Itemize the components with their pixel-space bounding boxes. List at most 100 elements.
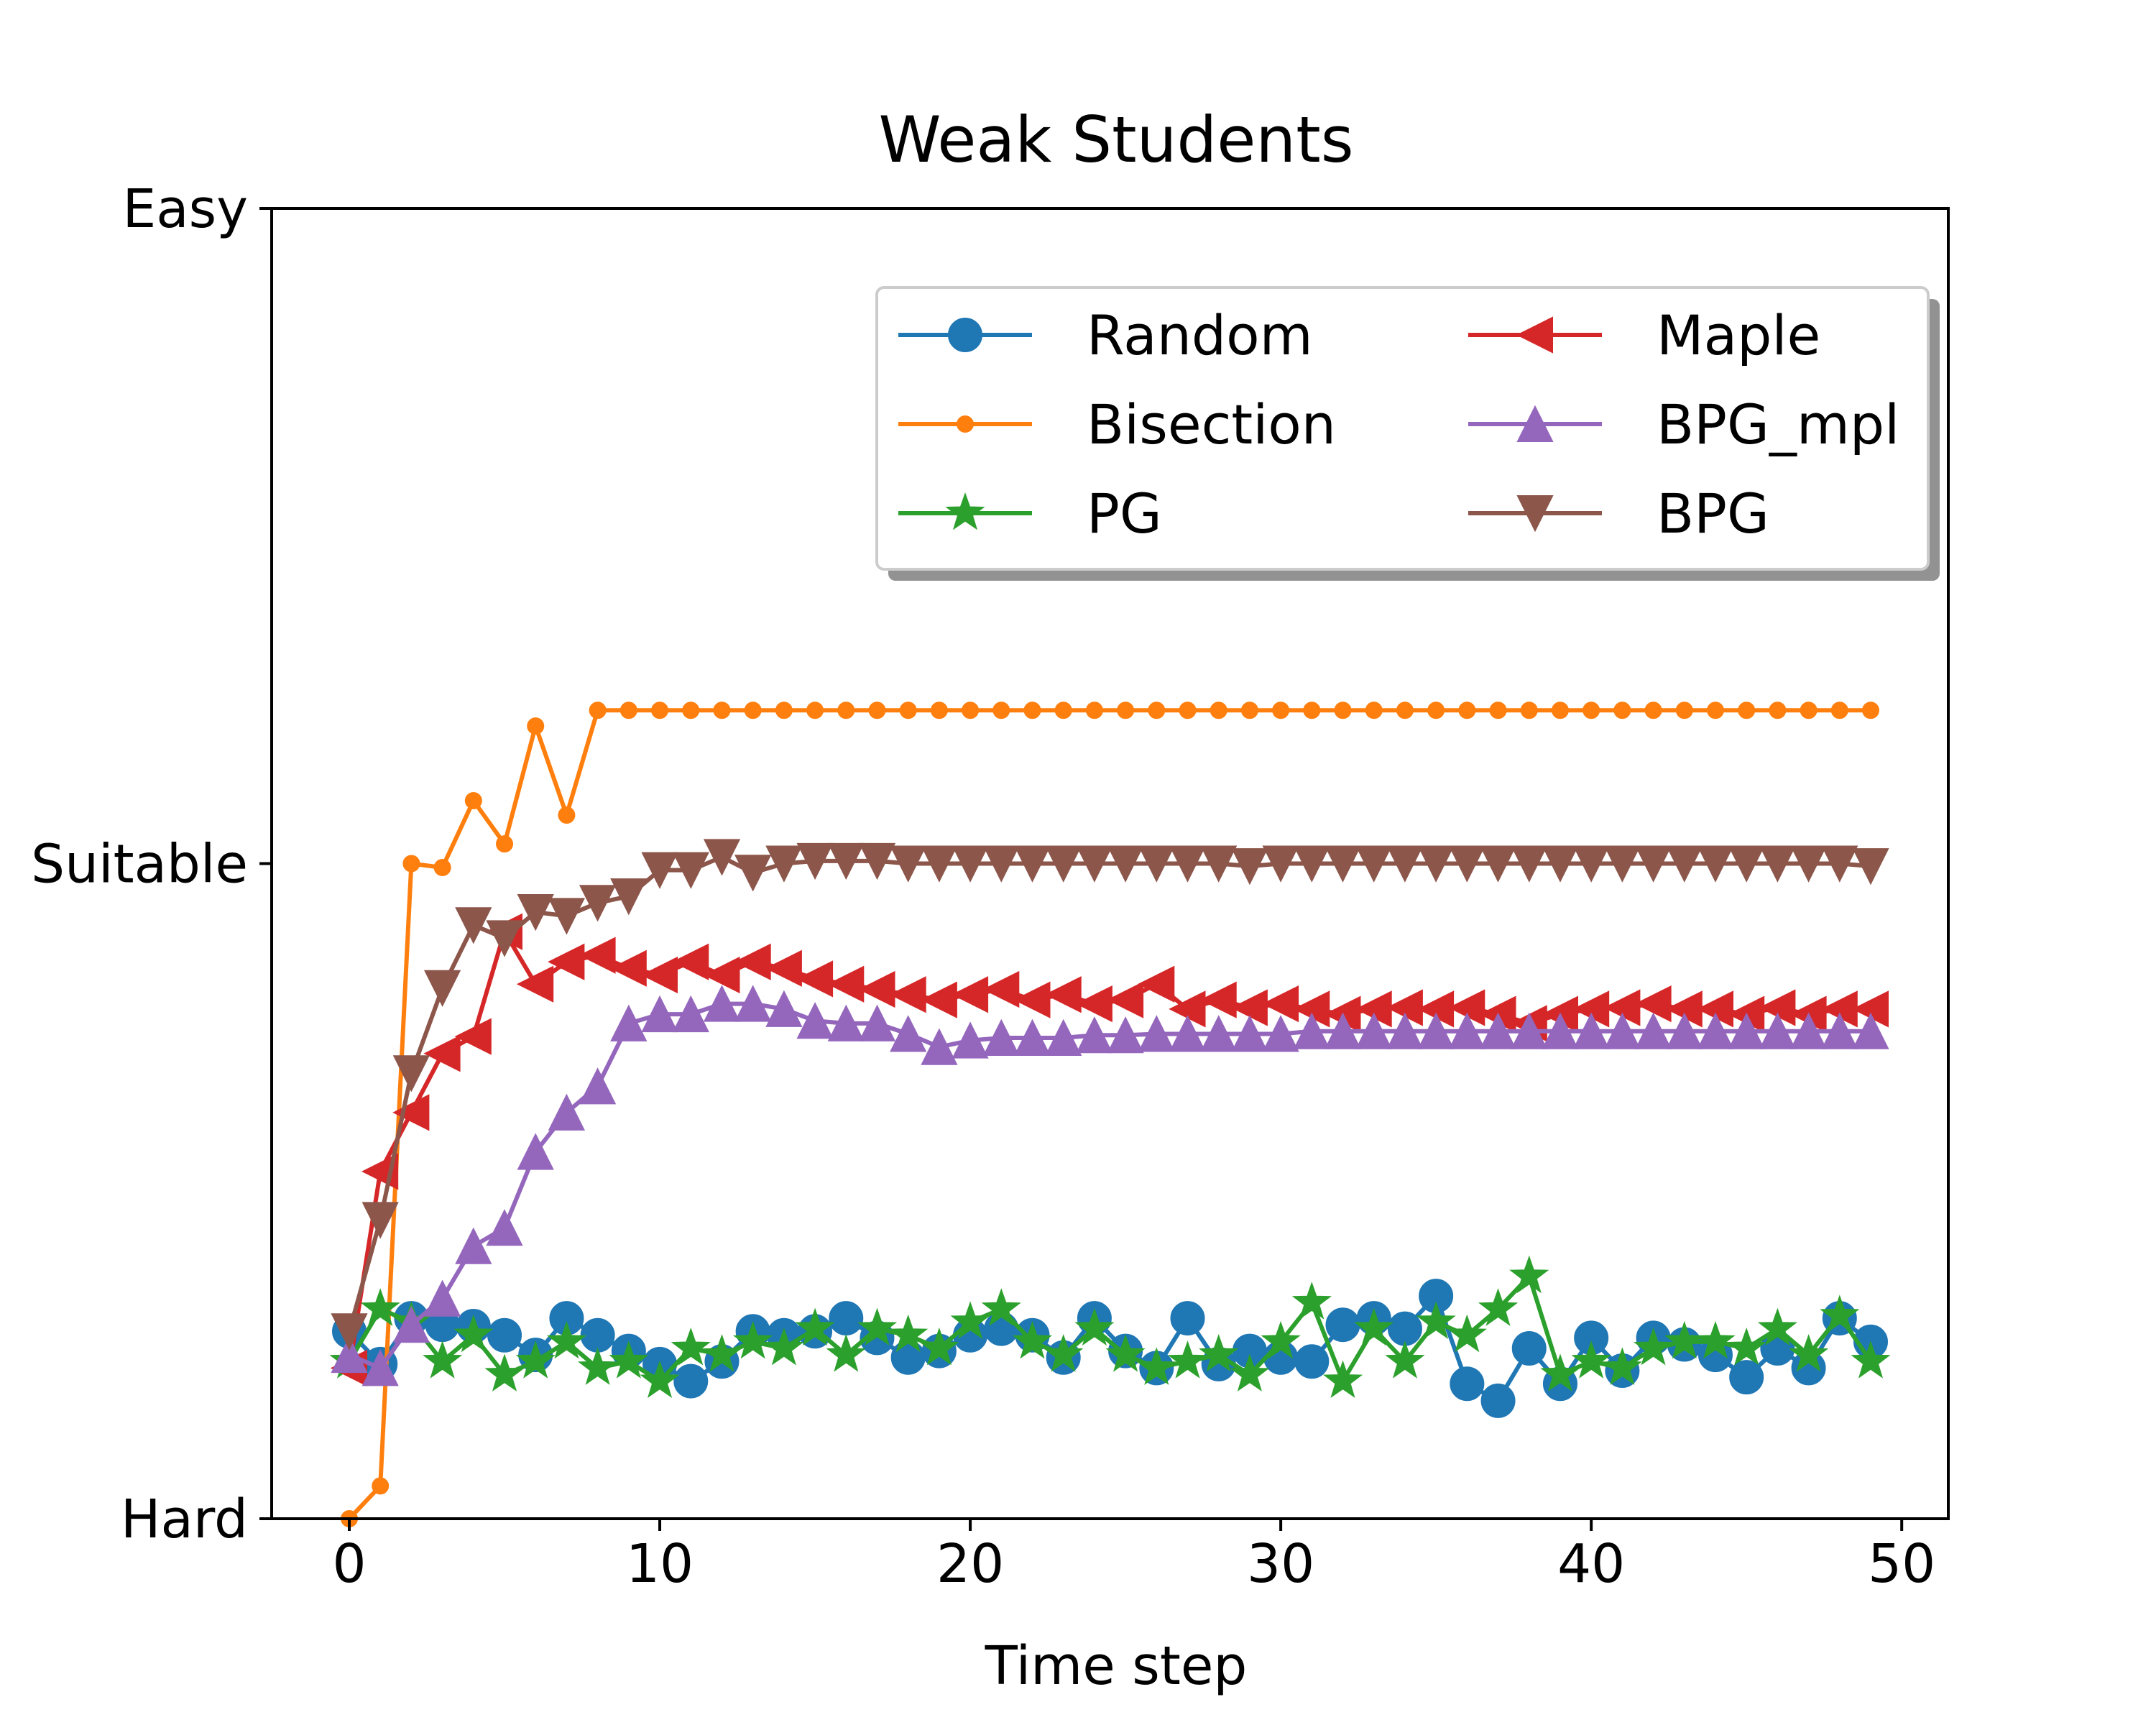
- data-point-bpg: [1138, 845, 1175, 883]
- data-point-bisection: [962, 702, 980, 719]
- data-point-bpg: [1324, 845, 1362, 883]
- legend-item-pg: PG: [898, 482, 1162, 546]
- data-point-random: [1325, 1307, 1360, 1343]
- data-point-pg: [1385, 1340, 1425, 1379]
- data-point-bisection: [372, 1477, 390, 1495]
- data-point-bpg-mpl: [1076, 1016, 1113, 1054]
- data-point-bpg-mpl: [392, 1305, 430, 1343]
- data-point-bisection: [992, 702, 1010, 719]
- x-axis-label: Time step: [985, 1635, 1248, 1697]
- data-point-pg: [1540, 1353, 1580, 1392]
- data-point-bpg-mpl: [1138, 1015, 1175, 1052]
- legend-marker: [1516, 316, 1553, 354]
- data-point-pg: [1074, 1307, 1115, 1346]
- data-point-bisection: [558, 806, 576, 824]
- data-point-pg: [1261, 1320, 1301, 1359]
- data-point-bpg: [1479, 845, 1517, 883]
- data-point-bisection: [1520, 702, 1538, 719]
- data-point-maple: [1044, 976, 1082, 1013]
- legend-marker: [1516, 405, 1554, 442]
- data-point-bisection: [1489, 702, 1507, 719]
- data-point-bisection: [464, 791, 482, 809]
- data-point-bpg-mpl: [1386, 1012, 1424, 1049]
- data-point-bisection: [744, 702, 762, 719]
- data-point-pg: [1509, 1255, 1549, 1294]
- data-point-bpg: [952, 845, 989, 883]
- legend-item-maple: Maple: [1468, 303, 1820, 367]
- data-point-bisection: [1210, 702, 1227, 719]
- y-axis: Hard Suitable Easy: [31, 178, 272, 1550]
- data-point-maple: [920, 981, 957, 1018]
- data-point-bpg: [1448, 845, 1485, 883]
- data-point-bisection: [1054, 702, 1072, 719]
- data-point-bisection: [1303, 702, 1321, 719]
- data-point-bpg-mpl: [1821, 1012, 1858, 1049]
- data-point-pg: [733, 1320, 773, 1359]
- data-point-random: [1170, 1301, 1205, 1336]
- data-point-pg: [1447, 1314, 1487, 1353]
- data-point-random: [1387, 1311, 1422, 1346]
- data-point-bpg-mpl: [1262, 1015, 1299, 1052]
- data-point-bpg: [1386, 845, 1424, 883]
- data-point-pg: [578, 1347, 618, 1385]
- data-point-bpg: [672, 852, 709, 889]
- data-point-bpg: [423, 970, 461, 1007]
- data-point-maple: [827, 965, 865, 1003]
- data-point-bpg: [486, 920, 523, 957]
- data-point-pg: [1851, 1340, 1891, 1379]
- data-point-pg: [671, 1327, 711, 1366]
- legend-label: BPG_mpl: [1657, 392, 1899, 456]
- data-point-bpg: [1697, 845, 1734, 883]
- data-point-bpg-mpl: [1511, 1012, 1548, 1049]
- legend-item-random: Random: [898, 303, 1313, 367]
- chart-title: Weak Students: [878, 103, 1353, 177]
- data-point-bpg-mpl: [1231, 1015, 1268, 1052]
- data-point-pg: [1354, 1307, 1394, 1346]
- y-tick-label: Easy: [123, 178, 248, 240]
- data-point-maple: [548, 943, 585, 980]
- data-point-random: [1511, 1331, 1547, 1366]
- data-point-pg: [1322, 1360, 1363, 1399]
- data-point-maple: [734, 943, 771, 980]
- data-point-pg: [1571, 1340, 1611, 1379]
- data-point-bisection: [1179, 702, 1197, 719]
- data-point-bisection: [1738, 702, 1756, 719]
- data-point-bisection: [1272, 702, 1290, 719]
- data-point-pg: [453, 1314, 494, 1353]
- data-point-bpg-mpl: [1542, 1012, 1579, 1049]
- data-point-pg: [701, 1334, 742, 1372]
- data-point-pg: [1478, 1288, 1519, 1326]
- data-point-bisection: [682, 702, 700, 719]
- data-point-pg: [795, 1307, 835, 1346]
- data-point-maple: [951, 976, 989, 1013]
- data-point-pg: [857, 1307, 898, 1346]
- data-point-bisection: [1644, 702, 1662, 719]
- data-point-random: [580, 1317, 615, 1353]
- data-point-bpg-mpl: [1634, 1012, 1672, 1049]
- data-point-maple: [672, 943, 709, 980]
- data-point-bpg: [1417, 845, 1455, 883]
- data-point-bpg-mpl: [1852, 1012, 1889, 1049]
- data-point-bpg-mpl: [1324, 1012, 1362, 1049]
- data-point-bisection: [899, 702, 917, 719]
- data-point-bpg-mpl: [982, 1018, 1020, 1056]
- data-point-bpg-mpl: [1728, 1012, 1765, 1049]
- data-point-bpg-mpl: [672, 995, 709, 1033]
- data-point-pg: [1695, 1320, 1736, 1359]
- data-point-bisection: [806, 702, 824, 719]
- data-point-pg: [1230, 1353, 1270, 1392]
- legend: Random Bisection PG Maple BPG_mpl BPG: [875, 286, 1940, 581]
- data-point-bpg: [827, 842, 865, 880]
- data-point-bpg: [796, 842, 834, 880]
- data-point-pg: [1199, 1334, 1239, 1372]
- data-point-bpg-mpl: [1697, 1012, 1734, 1049]
- data-point-random: [1480, 1383, 1516, 1418]
- data-point-bisection: [619, 702, 637, 719]
- x-tick-label: 30: [1247, 1533, 1314, 1595]
- data-point-bisection: [1458, 702, 1476, 719]
- data-point-pg: [1136, 1347, 1176, 1385]
- x-tick-label: 50: [1868, 1533, 1935, 1595]
- data-point-random: [1294, 1344, 1330, 1379]
- data-point-bpg-mpl: [641, 995, 678, 1033]
- data-point-maple: [609, 949, 647, 987]
